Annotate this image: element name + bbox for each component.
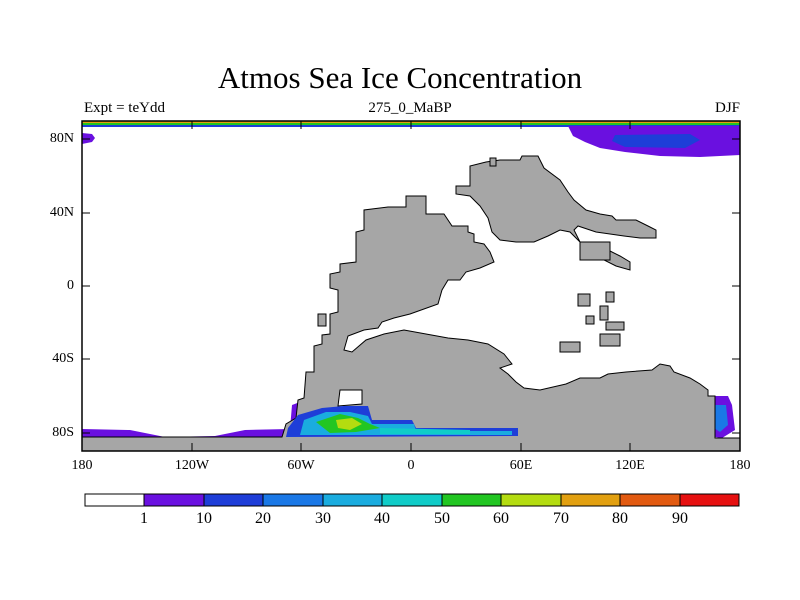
island-1 <box>317 313 327 327</box>
island-10 <box>579 241 611 261</box>
map-title: Atmos Sea Ice Concentration <box>217 60 583 95</box>
colorbar-label-50: 50 <box>434 510 450 527</box>
land-laurasia <box>455 155 657 271</box>
colorbar-box-10 <box>679 493 740 507</box>
axis-ticks <box>82 121 740 451</box>
colorbar-label-1: 1 <box>140 510 148 527</box>
colorbar-box-0 <box>84 493 145 507</box>
map-content <box>82 121 740 451</box>
land-pangaea <box>82 195 740 451</box>
lat-label-0: 0 <box>67 278 74 293</box>
antarctic-ice-rim <box>82 402 302 437</box>
experiment-label: Expt = teYdd <box>84 100 165 116</box>
colorbar-label-80: 80 <box>612 510 628 527</box>
colorbar-label-70: 70 <box>553 510 569 527</box>
island-5 <box>585 315 595 325</box>
island-4 <box>599 305 609 321</box>
lon-label-60e: 60E <box>509 458 533 473</box>
ice-east-pocket-core <box>714 405 728 432</box>
season-label: DJF <box>714 100 740 116</box>
island-2 <box>577 293 591 307</box>
arctic-ice-patch-core <box>612 134 700 148</box>
colorbar-box-9 <box>619 493 681 507</box>
bay-ice-cyan <box>380 428 470 434</box>
lon-label-120e: 120E <box>615 458 645 473</box>
bay-ice-yellow <box>336 418 362 430</box>
lat-label-80s: 80S <box>52 425 74 440</box>
lat-label-80n: 80N <box>49 131 74 146</box>
lon-label-60w: 60W <box>287 458 315 473</box>
island-7 <box>599 333 621 347</box>
colorbar-box-6 <box>441 493 502 507</box>
lat-label-40s: 40S <box>52 351 74 366</box>
colorbar-box-5 <box>381 493 443 507</box>
colorbar-label-90: 90 <box>672 510 688 527</box>
island-3 <box>605 291 615 303</box>
colorbar-label-60: 60 <box>493 510 509 527</box>
colorbar-label-30: 30 <box>315 510 331 527</box>
colorbar-box-4 <box>322 493 383 507</box>
period-label: 275_0_MaBP <box>368 100 452 116</box>
lon-label-120w: 120W <box>174 458 210 473</box>
colorbar-box-8 <box>560 493 621 507</box>
lat-label-40n: 40N <box>49 205 74 220</box>
lon-label-0: 0 <box>407 458 415 473</box>
colorbar-box-2 <box>203 493 264 507</box>
colorbar-label-10: 10 <box>196 510 212 527</box>
colorbar-box-3 <box>262 493 324 507</box>
colorbar-label-40: 40 <box>374 510 390 527</box>
colorbar <box>84 493 740 507</box>
colorbar-box-7 <box>500 493 562 507</box>
lon-label-180-west: 180 <box>71 458 93 473</box>
island-8 <box>559 341 581 353</box>
island-9 <box>489 157 497 167</box>
colorbar-box-1 <box>143 493 205 507</box>
lon-label-180-east: 180 <box>729 458 751 473</box>
bay-water <box>337 389 363 407</box>
colorbar-label-20: 20 <box>255 510 271 527</box>
island-6 <box>605 321 625 331</box>
